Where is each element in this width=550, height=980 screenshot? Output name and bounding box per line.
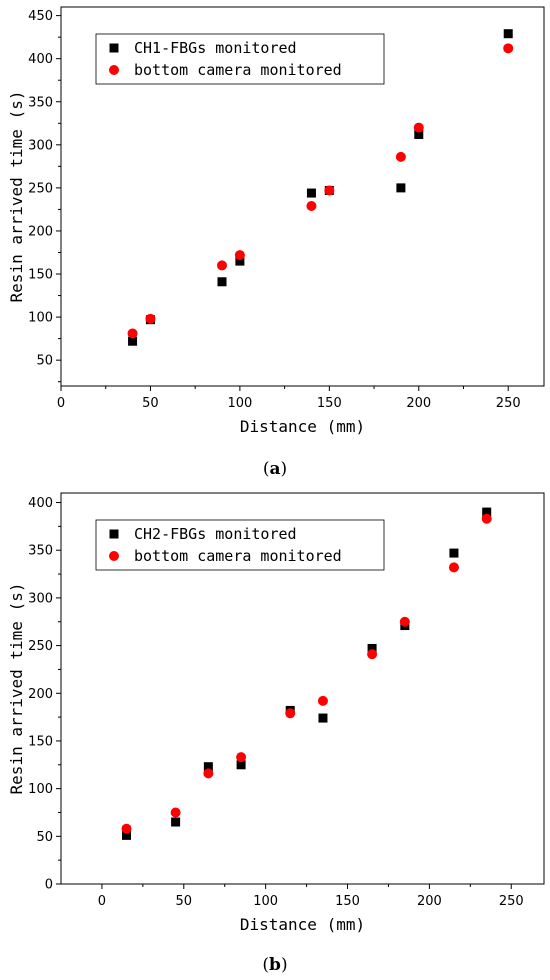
data-point-camera [127,328,138,339]
x-tick-label: 50 [176,894,193,909]
legend-label: bottom camera monitored [134,61,342,79]
data-point-camera [203,768,214,779]
caption-open: ( [262,955,269,975]
data-point-camera [399,616,410,627]
legend-label: CH1-FBGs monitored [134,39,297,57]
y-tick-label: 450 [28,9,53,24]
legend-marker [109,529,119,539]
x-tick-label: 200 [417,894,442,909]
x-tick-label: 100 [227,396,252,411]
x-tick-label: 250 [496,396,521,411]
x-tick-label: 0 [57,396,65,411]
data-point-camera [121,823,132,834]
data-point-camera [236,752,247,763]
y-tick-label: 300 [28,138,53,153]
legend: CH1-FBGs monitored bottom camera monitore… [95,33,385,85]
x-tick-label: 200 [406,396,431,411]
legend-label: CH2-FBGs monitored [134,525,297,543]
data-point-camera [367,649,378,660]
data-point-fbg [171,817,181,827]
x-tick-label: 100 [253,894,278,909]
data-point-fbg [236,760,246,770]
y-tick-label: 300 [28,591,53,606]
plot-frame [60,492,545,885]
x-tick-label: 0 [98,894,106,909]
data-point-fbg [414,129,424,139]
data-point-camera [413,122,424,133]
data-point-camera [170,807,181,818]
caption-letter: b [269,955,281,975]
data-point-fbg [128,336,138,346]
y-tick-label: 150 [28,734,53,749]
legend-marker [109,43,119,53]
data-point-fbg [449,548,459,558]
y-axis-title: Resin arrived time (s) [7,91,26,303]
data-point-fbg [306,188,316,198]
y-tick-label: 350 [28,544,53,559]
y-tick-label: 200 [28,224,53,239]
data-point-camera [217,260,227,271]
data-point-camera [234,250,245,261]
data-point-fbg [396,183,406,193]
x-axis-title: Distance (mm) [240,915,365,934]
data-point-camera [503,43,514,54]
caption-close: ) [281,459,288,479]
y-tick-label: 0 [45,878,53,893]
x-axis-title: Distance (mm) [240,417,365,436]
plot-frame [60,6,545,387]
legend-marker [109,65,119,75]
y-tick-label: 400 [28,496,53,511]
x-tick-label: 50 [142,396,159,411]
y-tick-label: 100 [28,311,53,326]
x-tick-label: 250 [499,894,524,909]
y-axis-title: Resin arrived time (s) [7,583,26,795]
data-point-camera [145,313,156,324]
data-point-fbg [318,713,328,723]
data-point-fbg [482,507,492,517]
data-point-fbg [503,29,513,39]
chart-panel-b: 0 50 100 150 200 250 0 50 100 150 200 250 300 350 400 D… [7,492,545,975]
data-point-fbg [203,762,213,772]
data-point-camera [395,151,406,162]
data-point-camera [481,513,492,524]
caption-letter: a [269,459,280,479]
legend-box [95,519,385,571]
x-tick-label: 150 [335,894,360,909]
caption-close: ) [281,955,288,975]
data-point-camera [317,695,328,706]
y-tick-label: 200 [28,687,53,702]
y-tick-label: 150 [28,268,53,283]
data-point-camera [306,200,317,211]
y-tick-label: 50 [36,354,53,369]
y-tick-label: 50 [36,830,53,845]
legend-box [95,33,385,85]
y-tick-label: 350 [28,95,53,110]
data-point-fbg [217,277,227,287]
data-point-fbg [367,643,377,653]
y-tick-label: 250 [28,181,53,196]
legend: CH2-FBGs monitored bottom camera monitore… [95,519,385,571]
data-point-camera [448,562,459,573]
data-point-fbg [121,830,131,840]
panel-caption: (a) [263,459,287,479]
data-point-fbg [235,256,245,266]
y-tick-label: 100 [28,782,53,797]
y-tick-label: 250 [28,639,53,654]
data-point-camera [285,708,296,719]
chart-panel-a: 0 50 100 150 200 250 50 100 150 200 250 300 350 400 45… [7,6,545,479]
panel-caption: (b) [262,955,287,975]
y-tick-label: 400 [28,52,53,67]
legend-label: bottom camera monitored [134,547,342,565]
data-point-camera [324,185,335,196]
caption-open: ( [263,459,270,479]
x-tick-label: 150 [317,396,342,411]
legend-marker [109,551,119,561]
